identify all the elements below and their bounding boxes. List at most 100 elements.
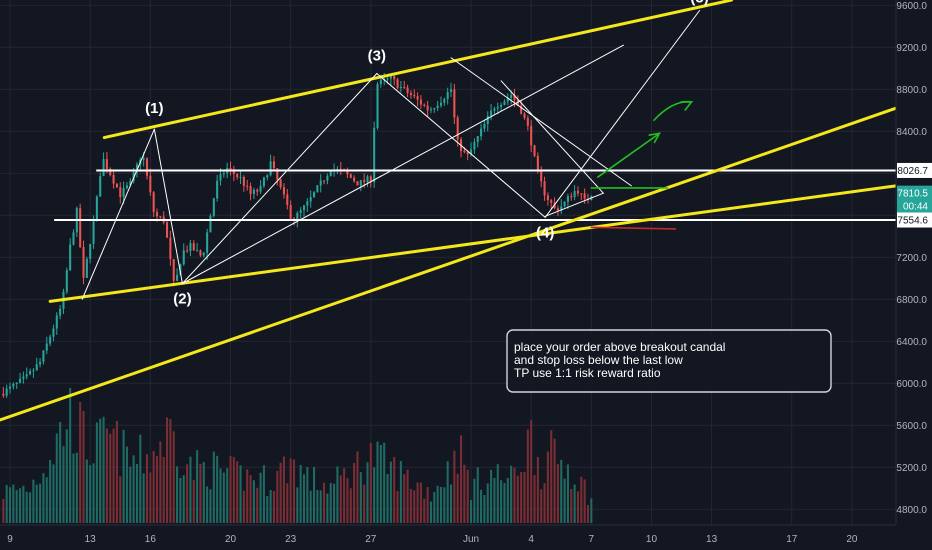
volume-bar (105, 428, 108, 523)
volume-bar (246, 469, 249, 523)
volume-bar (426, 486, 429, 523)
volume-bar (466, 469, 469, 523)
candle-body (212, 198, 215, 216)
volume-bar (259, 472, 262, 523)
volume-bar (266, 495, 269, 523)
wave-label: (3) (368, 47, 386, 64)
volume-bar (306, 467, 309, 523)
trend-line[interactable] (544, 192, 604, 217)
volume-bar (399, 461, 402, 523)
candle-body (209, 215, 212, 233)
volume-bar (443, 487, 446, 523)
x-tick-label: 23 (285, 534, 297, 545)
annotation-box[interactable]: place your order above breakout candal a… (506, 329, 832, 393)
candle-body (142, 158, 145, 160)
trend-line[interactable] (102, 0, 734, 140)
candle-body (302, 205, 306, 211)
y-tick-label: 5200.0 (896, 463, 927, 474)
volume-bar (369, 442, 372, 523)
candle-body (436, 105, 439, 109)
y-tick-label: 6800.0 (896, 295, 927, 306)
volume-bar (436, 485, 439, 523)
x-tick-label: 20 (846, 534, 858, 545)
volume-bar (312, 467, 316, 523)
candle-body (49, 336, 52, 344)
trend-line[interactable] (181, 44, 624, 284)
volume-bar (182, 475, 185, 523)
candle-body (189, 243, 192, 252)
candle-body (219, 174, 222, 181)
candle-body (276, 168, 279, 180)
candle-body (379, 79, 382, 85)
volume-bar (379, 444, 382, 523)
trend-line[interactable] (0, 106, 898, 422)
trend-line[interactable] (376, 73, 546, 218)
trend-lines (0, 0, 898, 422)
volume-bar (586, 505, 590, 523)
volume-bar (5, 485, 8, 523)
trend-line[interactable] (544, 10, 701, 218)
candle-body (540, 171, 543, 182)
volume-bar (95, 422, 98, 523)
volume-bar (102, 416, 105, 523)
trend-line[interactable] (153, 128, 183, 284)
trend-line[interactable] (500, 80, 604, 194)
trend-line[interactable] (590, 226, 677, 230)
arrow-shaft[interactable] (596, 132, 660, 179)
volume-bar (393, 456, 396, 523)
volume-bar (319, 490, 322, 523)
wave-label: (5) (690, 0, 708, 7)
candle-body (249, 185, 252, 194)
candle-body (323, 180, 326, 182)
volume-bar (186, 464, 189, 523)
volume-bar (292, 459, 296, 523)
volume-bar (112, 428, 115, 523)
candle-body (12, 383, 15, 387)
volume-bar (490, 469, 493, 523)
wave-labels: (1) (2) (3) (4) (5) (145, 0, 709, 308)
volume-bar (55, 433, 58, 523)
volume-bar (65, 429, 68, 523)
trend-line[interactable] (48, 184, 898, 303)
volume-bar (383, 442, 386, 523)
candle-body (99, 176, 102, 197)
candle-body (22, 376, 25, 379)
volume-bar (546, 451, 549, 523)
candle-body (45, 343, 48, 351)
candle-body (513, 95, 516, 101)
volume-bar (406, 469, 409, 523)
candle-body (159, 216, 162, 218)
volume-bar (576, 491, 579, 523)
candle-body (570, 196, 573, 198)
candle-body (92, 218, 95, 244)
volume-bar (75, 452, 78, 523)
trend-line[interactable] (450, 57, 632, 187)
trend-line[interactable] (181, 73, 378, 284)
volume-bar (583, 479, 586, 523)
time-axis[interactable] (0, 525, 932, 550)
volume-bar (122, 429, 125, 523)
candle-body (490, 110, 493, 117)
candle-body (155, 212, 159, 217)
candle-body (79, 208, 82, 248)
volume-bar (155, 456, 159, 523)
volume-bar (299, 464, 302, 523)
annotation-frame (506, 329, 832, 393)
candle-body (546, 195, 549, 201)
candle-body (503, 101, 506, 105)
volume-bar (242, 490, 245, 523)
candle-body (135, 164, 139, 173)
candle-body (216, 180, 219, 199)
candle-body (272, 161, 275, 169)
candle-body (483, 124, 486, 129)
candle-body (132, 172, 135, 181)
candle-body (5, 388, 8, 396)
volume-bar (323, 482, 326, 523)
trend-line[interactable] (81, 128, 155, 300)
volume-bar (222, 472, 225, 523)
volume-bar (526, 429, 529, 523)
candle-body (426, 105, 429, 111)
price-axis[interactable] (896, 0, 932, 550)
volume-bar (409, 488, 412, 523)
